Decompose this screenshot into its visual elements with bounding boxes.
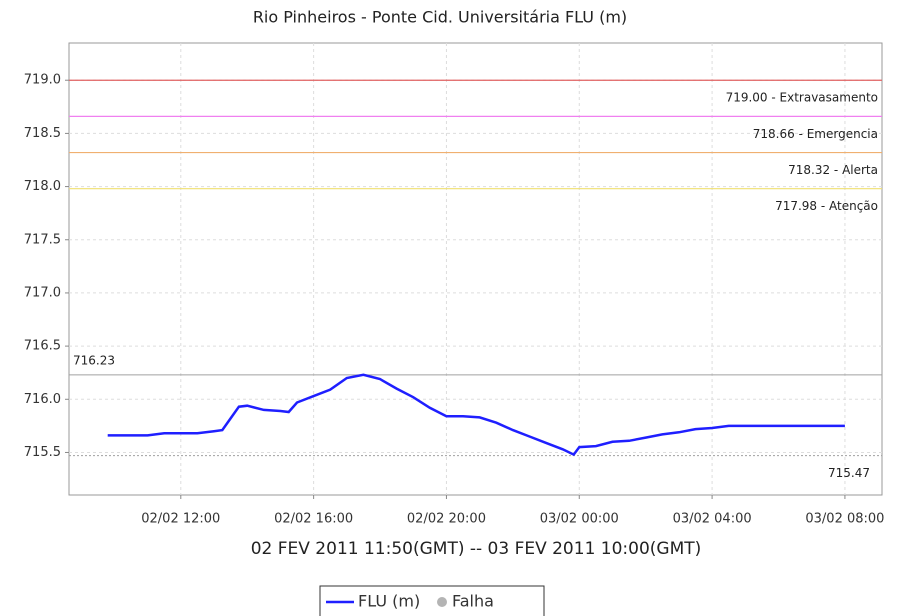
threshold-label: 719.00 - Extravasamento bbox=[726, 91, 878, 105]
y-tick-label: 716.0 bbox=[24, 392, 61, 407]
y-tick-label: 718.5 bbox=[24, 126, 61, 141]
y-tick-label: 717.5 bbox=[24, 232, 61, 247]
y-tick-label: 715.5 bbox=[24, 445, 61, 460]
plot-area bbox=[68, 42, 883, 496]
y-tick-label: 717.0 bbox=[24, 285, 61, 300]
x-tick-label: 02/02 20:00 bbox=[407, 512, 486, 527]
legend-marker bbox=[437, 597, 447, 607]
chart-title: Rio Pinheiros - Ponte Cid. Universitária… bbox=[253, 8, 627, 27]
threshold-label: 717.98 - Atenção bbox=[775, 199, 878, 213]
x-axis-label: 02 FEV 2011 11:50(GMT) -- 03 FEV 2011 10… bbox=[251, 539, 702, 559]
legend-label: FLU (m) bbox=[358, 592, 420, 611]
x-tick-label: 02/02 16:00 bbox=[274, 512, 353, 527]
min-label: 715.47 bbox=[828, 466, 870, 480]
threshold-label: 718.66 - Emergencia bbox=[753, 127, 878, 141]
y-tick-label: 716.5 bbox=[24, 339, 61, 354]
y-tick-label: 719.0 bbox=[24, 73, 61, 88]
threshold-label: 718.32 - Alerta bbox=[788, 163, 878, 177]
legend: FLU (m) Falha bbox=[319, 585, 545, 616]
max-label: 716.23 bbox=[73, 353, 115, 367]
x-tick-label: 03/02 04:00 bbox=[673, 512, 752, 527]
x-tick-label: 02/02 12:00 bbox=[141, 512, 220, 527]
x-tick-label: 03/02 08:00 bbox=[805, 512, 884, 527]
y-tick-label: 718.0 bbox=[24, 179, 61, 194]
x-tick-label: 03/02 00:00 bbox=[540, 512, 619, 527]
legend-box bbox=[319, 585, 545, 616]
legend-label: Falha bbox=[452, 592, 494, 611]
data-line bbox=[107, 373, 845, 457]
